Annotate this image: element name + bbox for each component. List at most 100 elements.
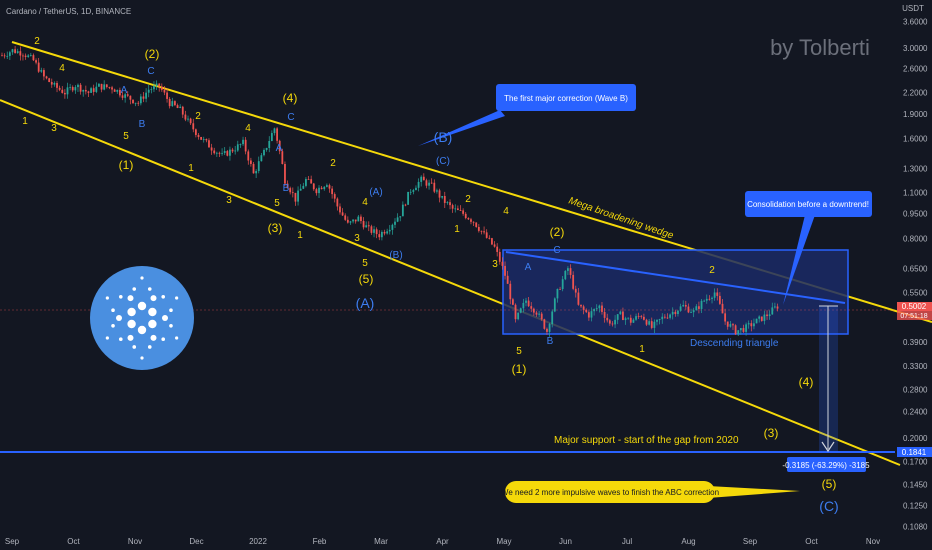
candle-body <box>724 313 727 322</box>
candle-body <box>192 123 195 130</box>
candle-body <box>436 190 438 192</box>
candle-body <box>475 222 478 227</box>
callout-consolidation[interactable] <box>745 191 872 217</box>
candle-body <box>98 83 100 87</box>
wave-label: 1 <box>639 344 645 355</box>
candle-body <box>210 147 213 151</box>
measure-box <box>787 457 866 472</box>
y-tick-label: 2.2000 <box>903 89 928 98</box>
y-tick-label: 0.2800 <box>903 386 928 395</box>
candle-body <box>420 176 423 182</box>
candle-body <box>509 283 512 300</box>
candle-body <box>399 216 402 218</box>
y-tick-label: 3.6000 <box>903 18 928 27</box>
candle-body <box>11 49 14 53</box>
wedge-lower-line[interactable] <box>0 99 901 466</box>
candle-body <box>95 86 98 92</box>
wave-label: 4 <box>503 206 509 217</box>
watermark: by Tolberti <box>770 35 870 60</box>
candle-body <box>221 152 223 154</box>
candle-body <box>158 83 161 87</box>
wave-label: A <box>121 85 128 96</box>
callout-bottom[interactable] <box>505 481 715 503</box>
candle-body <box>742 328 745 332</box>
candle-body <box>129 95 132 100</box>
candle-body <box>388 229 391 232</box>
candle-body <box>383 231 386 234</box>
wave-label: 1 <box>454 224 460 235</box>
candle-body <box>370 226 373 233</box>
candle-body <box>69 87 72 88</box>
candle-body <box>349 221 352 223</box>
candle-body <box>331 188 334 195</box>
wave-label: (4) <box>799 375 814 389</box>
candle-body <box>650 321 653 328</box>
candle-body <box>480 230 483 232</box>
cardano-logo <box>90 266 194 370</box>
triangle-zone[interactable] <box>502 249 849 335</box>
candle-body <box>464 213 467 219</box>
candle-body <box>90 88 92 93</box>
candle-body <box>84 89 87 92</box>
candle-body <box>234 150 237 152</box>
candle-body <box>540 313 543 320</box>
candle-body <box>640 316 643 317</box>
candle-body <box>556 288 559 299</box>
wave-label: 5 <box>362 258 368 269</box>
candle-body <box>265 148 268 150</box>
y-tick-label: 0.5500 <box>903 288 928 297</box>
callout-wave-b[interactable] <box>496 84 636 111</box>
candle-body <box>661 316 664 320</box>
y-tick-label: 0.3300 <box>903 362 928 371</box>
callout-bottom-pointer <box>708 486 800 498</box>
candle-body <box>231 149 234 152</box>
y-tick-label: 0.6500 <box>903 264 928 273</box>
x-tick-label: Nov <box>866 537 880 546</box>
candle-body <box>22 55 24 57</box>
candle-body <box>483 231 485 233</box>
candle-body <box>645 319 648 325</box>
candle-body <box>606 317 609 321</box>
wave-label: 3 <box>492 259 498 270</box>
candle-body <box>352 219 354 222</box>
candle-body <box>147 89 150 93</box>
candle-body <box>671 311 674 315</box>
wave-label: B <box>283 183 290 194</box>
candle-body <box>456 208 459 211</box>
wave-label: (1) <box>119 158 134 172</box>
candle-body <box>250 160 252 164</box>
candle-body <box>525 300 527 303</box>
candle-body <box>433 182 436 192</box>
candle-body <box>734 325 737 335</box>
candle-body <box>215 152 218 154</box>
candle-body <box>603 311 606 318</box>
candle-body <box>260 155 263 162</box>
candles[interactable] <box>1 45 779 337</box>
wave-label: B <box>139 119 146 130</box>
candle-body <box>77 84 79 88</box>
candle-body <box>160 86 163 90</box>
candle-body <box>299 188 302 191</box>
candle-body <box>63 92 66 95</box>
candle-body <box>729 324 732 327</box>
candle-body <box>745 324 747 332</box>
candle-body <box>396 217 399 222</box>
candle-body <box>108 87 111 88</box>
x-tick-label: Apr <box>436 537 449 546</box>
measure-text: -0.3185 (-63.29%) -3185 <box>782 461 870 470</box>
candle-body <box>255 171 258 174</box>
y-tick-label: 0.8000 <box>903 234 928 243</box>
candle-body <box>679 306 682 311</box>
wave-label: (5) <box>822 477 837 491</box>
candle-body <box>297 190 299 202</box>
y-tick-label: 1.9000 <box>903 110 928 119</box>
candle-body <box>687 306 690 313</box>
candle-body <box>391 224 394 230</box>
x-axis[interactable]: Sep Oct Nov Dec 2022 Feb Mar Apr May Jun Jul Aug Sep… <box>5 537 880 546</box>
candle-body <box>708 298 711 300</box>
candle-body <box>270 133 273 141</box>
candle-body <box>378 234 381 238</box>
y-axis[interactable]: 3.6000 3.0000 2.6000 2.2000 1.9000 1.6000 1.30… <box>903 18 928 532</box>
candle-body <box>16 51 19 53</box>
